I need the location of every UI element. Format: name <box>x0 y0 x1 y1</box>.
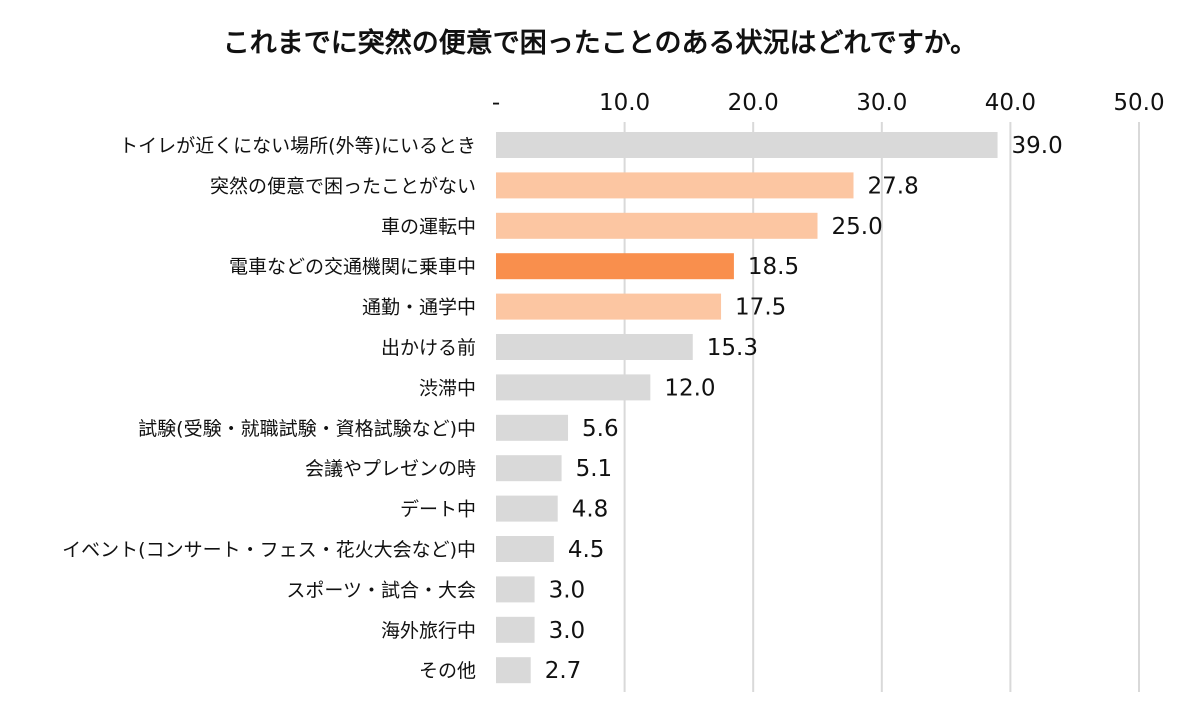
gridlines <box>623 122 1140 692</box>
bar <box>496 374 651 401</box>
x-tick-label: - <box>492 90 500 116</box>
category-label: 通勤・通学中 <box>362 297 476 319</box>
category-label: 出かける前 <box>381 337 476 359</box>
x-tick-label: 10.0 <box>599 90 650 116</box>
value-label: 18.5 <box>748 254 799 280</box>
x-tick-label: 40.0 <box>985 90 1036 116</box>
category-label: 会議やプレゼンの時 <box>305 458 476 480</box>
value-label: 3.0 <box>549 618 586 644</box>
bar <box>496 334 693 360</box>
category-labels: トイレが近くにない場所(外等)にいるとき突然の便意で困ったことがない車の運転中電… <box>62 135 476 682</box>
category-label: デート中 <box>400 499 476 521</box>
bar <box>496 212 818 239</box>
value-label: 12.0 <box>664 375 715 401</box>
bar <box>496 455 562 482</box>
bar <box>496 253 734 280</box>
value-label: 15.3 <box>707 335 758 361</box>
value-label: 27.8 <box>868 173 919 199</box>
bars <box>496 132 998 684</box>
bar <box>496 576 535 603</box>
category-label: 海外旅行中 <box>381 620 476 642</box>
bar <box>496 132 998 158</box>
bar <box>496 414 569 441</box>
value-label: 5.6 <box>582 416 619 442</box>
value-label: 4.5 <box>568 537 605 563</box>
bar <box>496 293 722 320</box>
category-label: その他 <box>419 660 476 682</box>
value-label: 17.5 <box>735 295 786 321</box>
value-label: 3.0 <box>549 577 586 603</box>
value-label: 2.7 <box>545 658 582 684</box>
category-label: トイレが近くにない場所(外等)にいるとき <box>119 135 476 157</box>
category-label: 渋滞中 <box>419 377 476 399</box>
category-label: 突然の便意で困ったことがない <box>210 175 476 197</box>
chart-title: これまでに突然の便意で困ったことのある状況はどれですか。 <box>223 27 977 59</box>
category-label: スポーツ・試合・大会 <box>286 579 476 601</box>
value-label: 25.0 <box>832 214 883 240</box>
bar <box>496 616 535 643</box>
category-label: 電車などの交通機関に乗車中 <box>229 256 476 278</box>
x-tick-label: 50.0 <box>1113 90 1164 116</box>
category-label: 試験(受験・就職試験・資格試験など)中 <box>138 418 476 440</box>
x-tick-label: 20.0 <box>728 90 779 116</box>
axis-ticks: - 10.0 20.0 30.0 40.0 50.0 <box>492 90 1165 116</box>
category-label: 車の運転中 <box>381 216 476 238</box>
value-label: 4.8 <box>572 497 609 523</box>
value-label: 39.0 <box>1012 133 1063 159</box>
bar <box>496 495 558 522</box>
bar <box>496 657 531 684</box>
value-labels: 39.0 27.8 25.0 18.5 17.5 15.3 12.0 5.6 5.1 4.8 4.5… <box>545 133 1063 684</box>
category-label: イベント(コンサート・フェス・花火大会など)中 <box>62 539 476 561</box>
value-label: 5.1 <box>576 456 613 482</box>
x-tick-label: 30.0 <box>856 90 907 116</box>
bar <box>496 536 554 562</box>
bar <box>496 172 854 199</box>
